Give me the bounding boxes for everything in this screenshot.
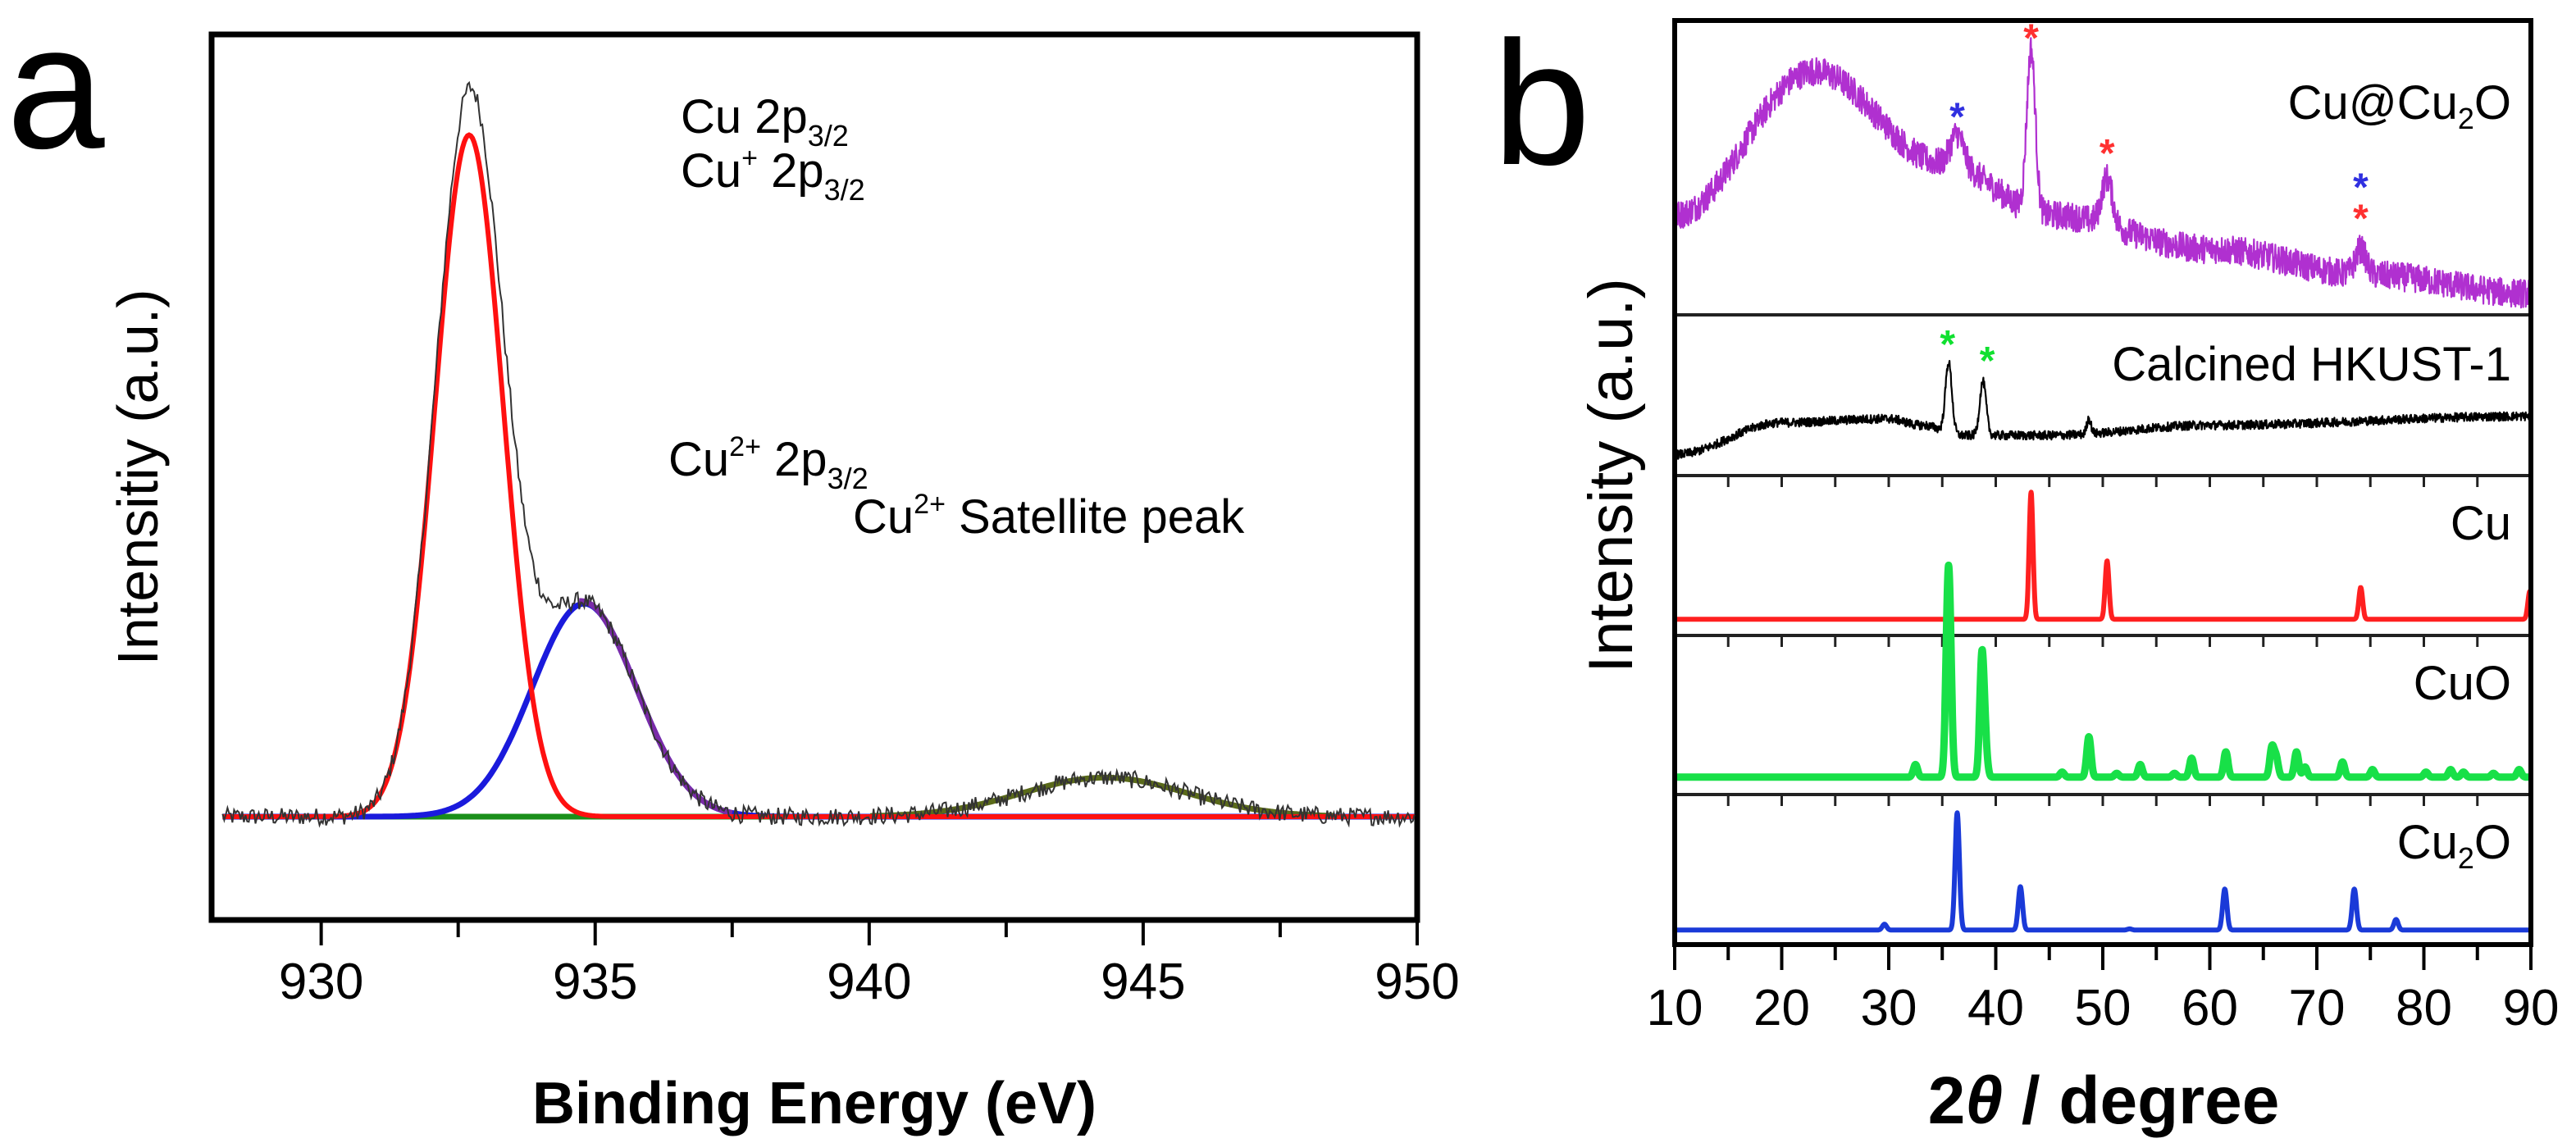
x-tick-label: 950	[1375, 954, 1459, 1010]
subpanel-label: CuO	[2414, 657, 2511, 710]
subpanel-cu-cu2o: *****Cu@Cu2O	[1673, 17, 2533, 316]
plot-curves	[221, 80, 1416, 828]
subpanel-label: Cu@Cu2O	[2288, 76, 2511, 135]
panel-label-a: a	[7, 0, 105, 185]
peak-annotation: Cu2+ Satellite peak	[853, 489, 1245, 544]
x-axis-ticks: 930 935 940 945 950	[279, 922, 1460, 1010]
subpanel-calcined-hkust-1: * * Calcined HKUST-1	[1673, 323, 2533, 487]
peak-marker-asterisk: *	[1949, 95, 1965, 139]
x-axis-title-theta: θ	[1965, 1063, 2003, 1138]
series-satellite-fit-line	[870, 774, 1334, 819]
x-tick-label: 10	[1647, 980, 1703, 1036]
y-axis-title: Intensity (a.u.)	[1576, 278, 1646, 673]
peak-marker-asterisk: *	[1940, 323, 1955, 367]
x-tick-label: 40	[1967, 980, 2024, 1036]
x-tick-label: 80	[2396, 980, 2452, 1036]
xrd-pattern-line	[1672, 490, 2533, 622]
plot-frame	[1672, 18, 2533, 947]
x-tick-label: 50	[2075, 980, 2131, 1036]
subpanel-label: Cu2O	[2397, 816, 2511, 875]
xps-chart-panel-a: 930 935 940 945 950 Cu 2p3/2Cu+ 2p3/2 Cu2+ 2p…	[106, 31, 1460, 1136]
panel-label-b: b	[1493, 4, 1591, 202]
series-raw-data-line	[221, 80, 1416, 828]
x-tick-label: 20	[1753, 980, 1810, 1036]
xrd-chart-panel-b: *****Cu@Cu2O* * Calcined HKUST-1CuCuOCu2O …	[1576, 17, 2559, 1138]
x-tick-label: 945	[1101, 954, 1185, 1010]
subpanel-cu: Cu	[1672, 490, 2533, 647]
peak-marker-asterisk: *	[1980, 339, 1995, 383]
xrd-pattern-line	[1672, 810, 2533, 933]
peak-annotation: Cu+ 2p3/2	[681, 143, 865, 207]
series-envelope-line	[579, 598, 733, 816]
peak-marker-asterisk: *	[2023, 17, 2039, 61]
x-tick-label: 60	[2182, 980, 2238, 1036]
peak-marker-asterisk: *	[2353, 198, 2369, 241]
peak-annotation: Cu2+ 2p3/2	[668, 431, 869, 495]
x-tick-label: 90	[2503, 980, 2560, 1036]
x-tick-label: 940	[827, 954, 911, 1010]
x-axis-title: Binding Energy (eV)	[532, 1071, 1097, 1136]
x-axis-title-prefix: 2	[1928, 1063, 1966, 1138]
xrd-pattern-line	[1671, 561, 2534, 781]
xrd-pattern-line	[1673, 360, 2533, 460]
y-axis-title: Intensitiy (a.u.)	[106, 289, 170, 665]
x-axis-title: 2θ / degree	[1928, 1063, 2280, 1138]
x-tick-label: 930	[279, 954, 363, 1010]
x-tick-label: 70	[2289, 980, 2346, 1036]
x-tick-label: 30	[1861, 980, 1917, 1036]
peak-marker-asterisk: *	[2353, 166, 2369, 209]
subpanel-label: Calcined HKUST-1	[2112, 338, 2511, 391]
peak-annotation: Cu 2p3/2	[681, 90, 849, 153]
x-tick-label: 935	[553, 954, 637, 1010]
subpanel-cu2o: Cu2O	[1672, 810, 2533, 933]
x-axis-title-suffix: / degree	[2003, 1063, 2279, 1138]
peak-marker-asterisk: *	[2100, 132, 2115, 175]
x-axis-ticks: 10 20 30 40 50 60 70 80 90	[1647, 947, 2560, 1036]
xrd-pattern-line	[1673, 37, 2533, 309]
plot-frame	[208, 31, 1420, 923]
subpanel-cuo: CuO	[1671, 561, 2534, 806]
subpanel-label: Cu	[2451, 497, 2511, 550]
